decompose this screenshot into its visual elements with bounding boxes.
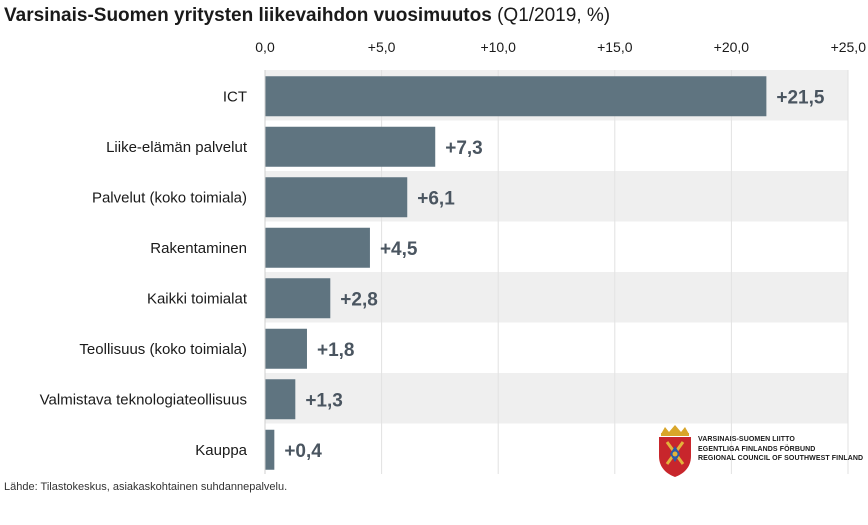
category-label: Kaikki toimialat [147, 290, 248, 307]
bar [265, 126, 436, 167]
category-label: ICT [223, 88, 247, 105]
x-tick-label: +25,0 [831, 39, 867, 55]
regional-council-logo: VARSINAIS-SUOMEN LIITTO EGENTLIGA FINLAN… [656, 424, 863, 480]
chart-title: Varsinais-Suomen yritysten liikevaihdon … [4, 4, 610, 28]
x-tick-label: +10,0 [480, 39, 516, 55]
value-label: +0,4 [284, 441, 322, 462]
category-label: Liike-elämän palvelut [106, 139, 248, 156]
value-label: +2,8 [340, 289, 378, 310]
x-tick-label: +5,0 [368, 39, 396, 55]
value-label: +6,1 [417, 188, 455, 209]
category-label: Kauppa [195, 442, 247, 459]
bar [265, 379, 296, 420]
logo-line: REGIONAL COUNCIL OF SOUTHWEST FINLAND [698, 455, 864, 462]
category-label: Valmistava teknologiateollisuus [40, 391, 247, 408]
category-label: Rakentaminen [150, 240, 247, 257]
logo-line: EGENTLIGA FINLANDS FÖRBUND [698, 445, 816, 453]
coat-of-arms-icon [659, 425, 691, 477]
bar [265, 278, 331, 319]
x-tick-label: +15,0 [597, 39, 633, 55]
x-tick-label: +20,0 [714, 39, 750, 55]
bar [265, 429, 275, 470]
value-label: +21,5 [776, 87, 825, 108]
category-label: Teollisuus (koko toimiala) [79, 341, 247, 358]
bar [265, 328, 307, 369]
value-label: +7,3 [445, 138, 483, 159]
bar [265, 227, 370, 268]
bar [265, 76, 767, 117]
value-label: +1,8 [317, 340, 355, 361]
bar [265, 177, 408, 218]
row-band [265, 272, 848, 323]
chart-title-main: Varsinais-Suomen yritysten liikevaihdon … [4, 5, 492, 26]
source-note: Lähde: Tilastokeskus, asiakaskohtainen s… [4, 481, 288, 493]
category-label: Palvelut (koko toimiala) [92, 189, 247, 206]
value-label: +1,3 [305, 390, 343, 411]
value-label: +4,5 [380, 239, 418, 260]
x-tick-label: 0,0 [255, 39, 275, 55]
logo-line: VARSINAIS-SUOMEN LIITTO [698, 436, 795, 443]
logo-text: VARSINAIS-SUOMEN LIITTO EGENTLIGA FINLAN… [698, 435, 863, 464]
chart-title-sub: (Q1/2019, %) [497, 5, 611, 26]
row-band [265, 373, 848, 424]
